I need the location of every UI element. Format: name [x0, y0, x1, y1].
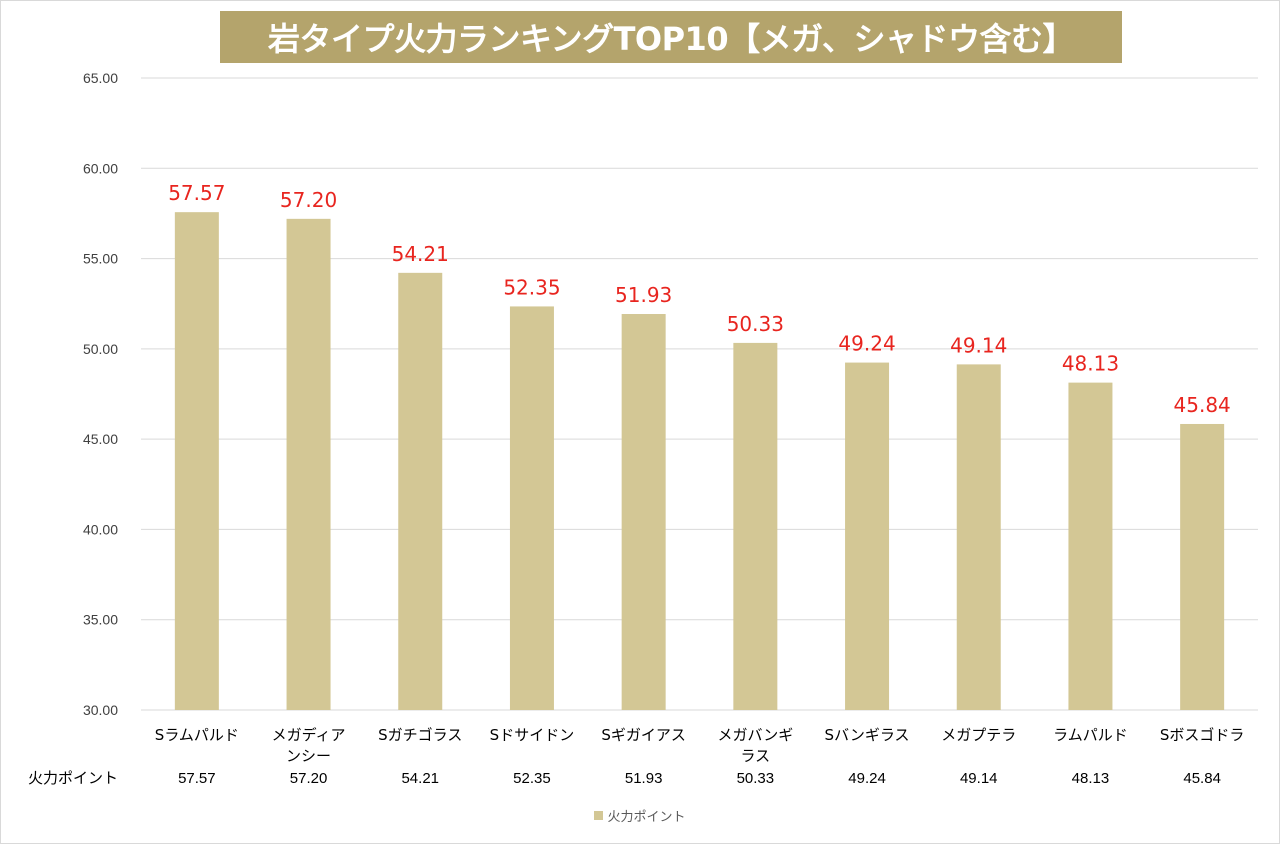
bar	[509, 306, 554, 710]
y-tick-label: 35.00	[83, 612, 118, 628]
chart-title-box: 岩タイプ火力ランキングTOP10【メガ、シャドウ含む】	[220, 11, 1122, 63]
category-label: メガディア	[272, 726, 346, 744]
data-label: 45.84	[1174, 393, 1231, 417]
category-label: メガバンギ	[717, 726, 793, 744]
data-label: 49.14	[950, 333, 1007, 357]
category-label: ンシー	[286, 747, 331, 765]
bar	[398, 272, 443, 710]
chart-title: 岩タイプ火力ランキングTOP10【メガ、シャドウ含む】	[268, 20, 1074, 58]
data-label: 48.13	[1062, 352, 1119, 376]
category-label: ラムパルド	[1053, 726, 1128, 744]
y-tick-label: 55.00	[83, 251, 118, 267]
data-label: 57.20	[280, 188, 337, 212]
bar	[1180, 423, 1225, 710]
data-label: 54.21	[392, 242, 449, 266]
table-value: 45.84	[1183, 770, 1221, 787]
y-tick-label: 45.00	[83, 431, 118, 447]
table-value: 54.21	[401, 770, 439, 787]
table-value: 57.57	[178, 770, 216, 787]
table-value: 52.35	[513, 770, 551, 787]
category-label: ラス	[740, 747, 770, 765]
data-label: 57.57	[168, 181, 225, 205]
category-label: Sボスゴドラ	[1160, 726, 1245, 744]
table-row-header: 火力ポイント	[28, 769, 118, 787]
bar	[286, 218, 331, 711]
table-value: 49.24	[848, 770, 886, 787]
table-value: 48.13	[1072, 770, 1110, 787]
category-label: Sバンギラス	[825, 726, 910, 744]
table-value: 57.20	[290, 770, 328, 787]
category-label: メガプテラ	[941, 726, 1016, 744]
data-label: 51.93	[615, 283, 672, 307]
table-value: 51.93	[625, 770, 663, 787]
data-label: 52.35	[503, 275, 560, 299]
legend: 火力ポイント	[0, 806, 1280, 825]
category-label: Sラムパルド	[155, 726, 239, 744]
category-label: Sギガイアス	[601, 726, 686, 744]
y-tick-label: 65.00	[83, 70, 118, 86]
data-label: 49.24	[838, 332, 895, 356]
bar	[1068, 382, 1113, 710]
bar	[621, 314, 666, 710]
bar	[956, 364, 1001, 710]
y-tick-label: 50.00	[83, 341, 118, 357]
bar	[733, 342, 778, 710]
bar	[845, 362, 890, 710]
legend-swatch	[594, 811, 604, 820]
table-value: 50.33	[737, 770, 775, 787]
table-value: 49.14	[960, 770, 998, 787]
legend-label: 火力ポイント	[607, 810, 686, 825]
bar	[174, 212, 219, 711]
category-label: Sドサイドン	[490, 726, 575, 744]
category-label: Sガチゴラス	[378, 726, 462, 744]
y-tick-label: 40.00	[83, 521, 118, 537]
y-tick-label: 60.00	[83, 160, 118, 176]
y-tick-label: 30.00	[83, 702, 118, 718]
data-label: 50.33	[727, 312, 784, 336]
